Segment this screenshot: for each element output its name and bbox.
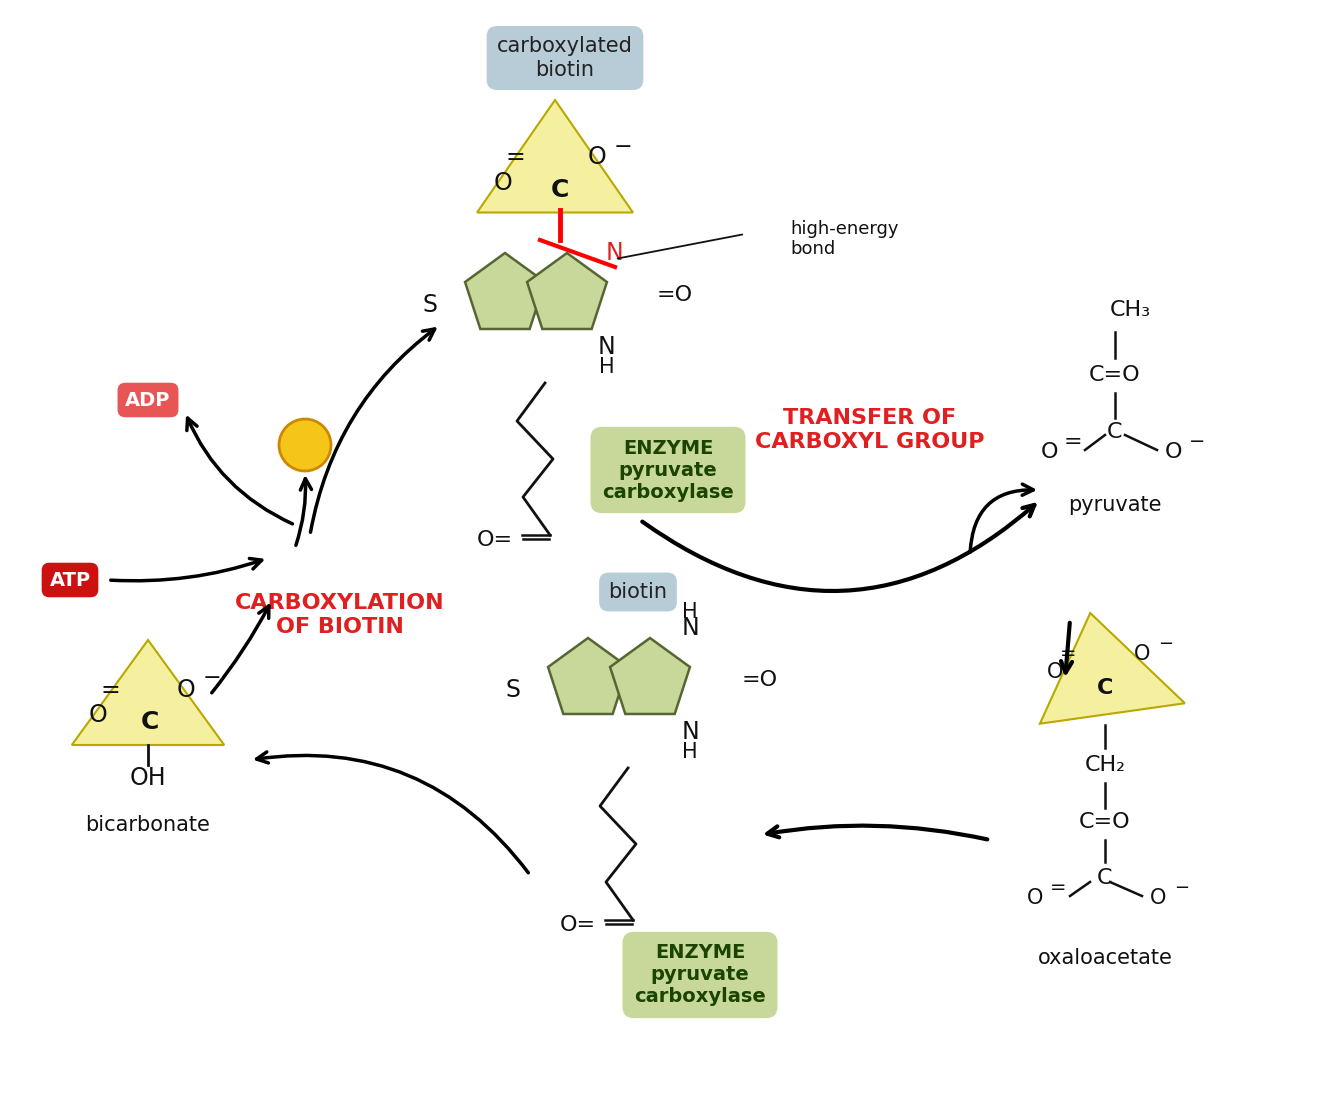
Text: −: − [1174, 879, 1190, 896]
Text: high-energy
bond: high-energy bond [790, 220, 898, 258]
Polygon shape [527, 253, 607, 329]
Text: −: − [1158, 635, 1174, 653]
Text: O: O [1042, 442, 1059, 462]
Text: =O: =O [742, 670, 778, 690]
Text: ATP: ATP [49, 571, 91, 590]
Text: C=O: C=O [1090, 365, 1140, 385]
Text: oxaloacetate: oxaloacetate [1038, 948, 1173, 968]
Polygon shape [465, 253, 545, 329]
Text: O: O [588, 145, 607, 169]
Text: N: N [606, 241, 624, 265]
Text: CARBOXYLATION
OF BIOTIN: CARBOXYLATION OF BIOTIN [235, 593, 445, 637]
Text: biotin: biotin [608, 582, 667, 602]
Text: C: C [1098, 868, 1112, 888]
Text: CH₃: CH₃ [1110, 300, 1151, 320]
Text: C: C [1107, 422, 1123, 442]
Text: =: = [505, 145, 525, 169]
Text: ENZYME
pyruvate
carboxylase: ENZYME pyruvate carboxylase [602, 439, 734, 502]
Text: =: = [1060, 645, 1076, 663]
Text: bicarbonate: bicarbonate [86, 815, 210, 835]
Polygon shape [477, 100, 632, 212]
Text: =: = [1064, 432, 1083, 452]
Text: O: O [1150, 888, 1166, 907]
Text: −: − [614, 138, 632, 157]
Text: TRANSFER OF
CARBOXYL GROUP: TRANSFER OF CARBOXYL GROUP [755, 408, 985, 452]
Text: C: C [140, 710, 159, 734]
Text: O: O [88, 703, 107, 727]
Polygon shape [548, 638, 628, 714]
Text: ADP: ADP [126, 390, 171, 409]
Text: O: O [493, 170, 512, 195]
Text: N: N [681, 720, 699, 744]
Text: H: H [682, 742, 698, 762]
Text: O: O [1134, 644, 1150, 664]
Text: S: S [422, 293, 437, 317]
Text: carboxylated
biotin: carboxylated biotin [497, 36, 632, 79]
Text: O=: O= [477, 530, 513, 550]
Text: ENZYME
pyruvate
carboxylase: ENZYME pyruvate carboxylase [634, 944, 766, 1006]
Text: −: − [1189, 432, 1205, 451]
Text: OH: OH [130, 766, 166, 790]
Text: C=O: C=O [1079, 812, 1131, 832]
Text: C: C [1096, 678, 1114, 698]
Text: O: O [1027, 888, 1043, 907]
Text: O: O [1165, 442, 1182, 462]
Polygon shape [1040, 613, 1185, 724]
Text: O: O [176, 678, 195, 702]
Text: P: P [297, 434, 313, 455]
Text: S: S [505, 678, 520, 702]
Polygon shape [72, 640, 225, 745]
Text: N: N [681, 616, 699, 640]
Text: O=: O= [560, 915, 596, 935]
Text: =: = [1050, 879, 1066, 898]
Polygon shape [610, 638, 690, 714]
Text: O: O [1047, 662, 1063, 682]
Text: N: N [598, 336, 616, 359]
Text: =: = [100, 678, 120, 702]
Text: CH₂: CH₂ [1084, 755, 1126, 775]
Text: −: − [203, 668, 222, 688]
Text: =O: =O [656, 285, 693, 305]
Text: C: C [551, 178, 570, 202]
Circle shape [279, 419, 332, 471]
Text: H: H [682, 602, 698, 621]
Text: H: H [599, 358, 615, 377]
Text: pyruvate: pyruvate [1068, 495, 1162, 515]
